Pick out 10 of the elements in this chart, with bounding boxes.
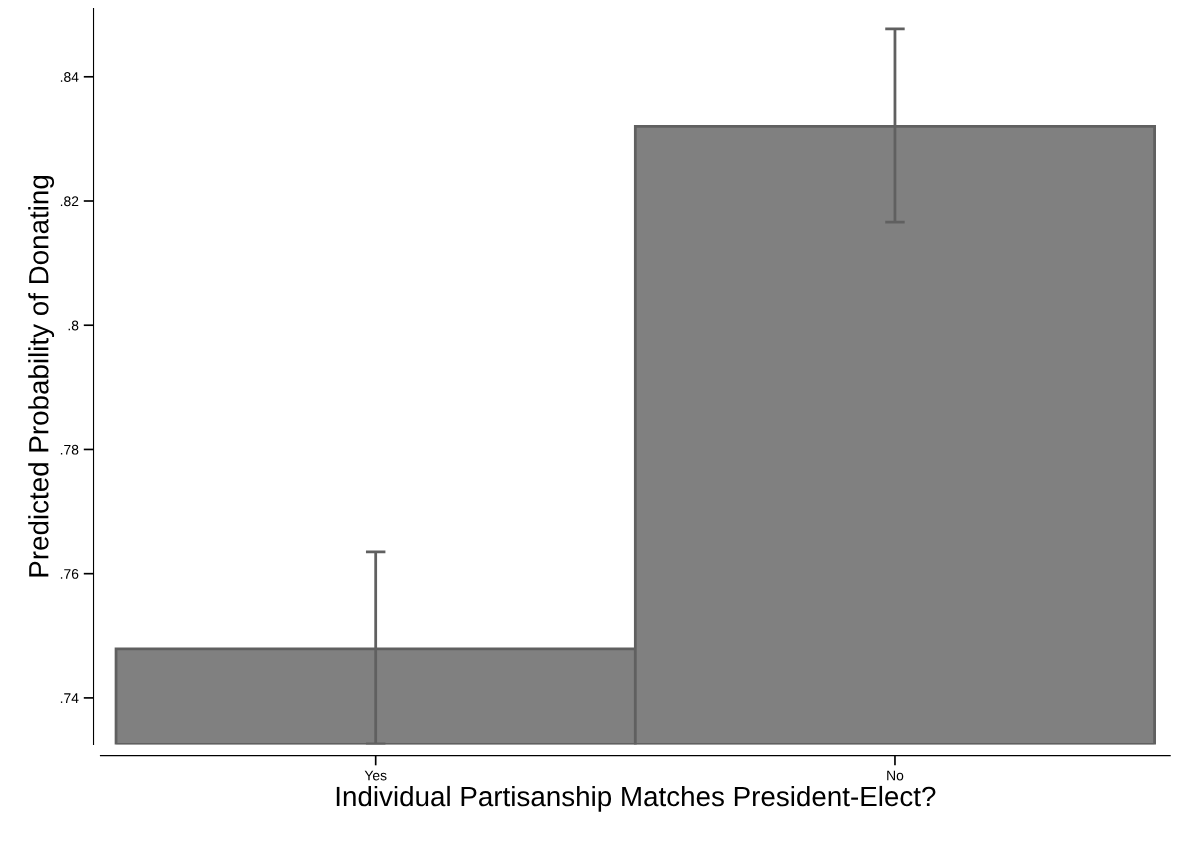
x-axis-title: Individual Partisanship Matches President-Elect?: [336, 785, 936, 812]
x-tick-label: Yes: [364, 770, 387, 781]
y-tick-label: .8: [68, 320, 79, 331]
y-tick-label: .84: [60, 72, 79, 82]
y-tick-label: .78: [60, 444, 79, 455]
y-tick-label: .82: [60, 196, 79, 207]
y-tick-label: .74: [60, 693, 79, 703]
y-tick-label: .76: [60, 569, 79, 579]
y-axis-title: Predicted Probability of Donating: [28, 175, 55, 577]
x-tick-label: No: [887, 770, 904, 781]
